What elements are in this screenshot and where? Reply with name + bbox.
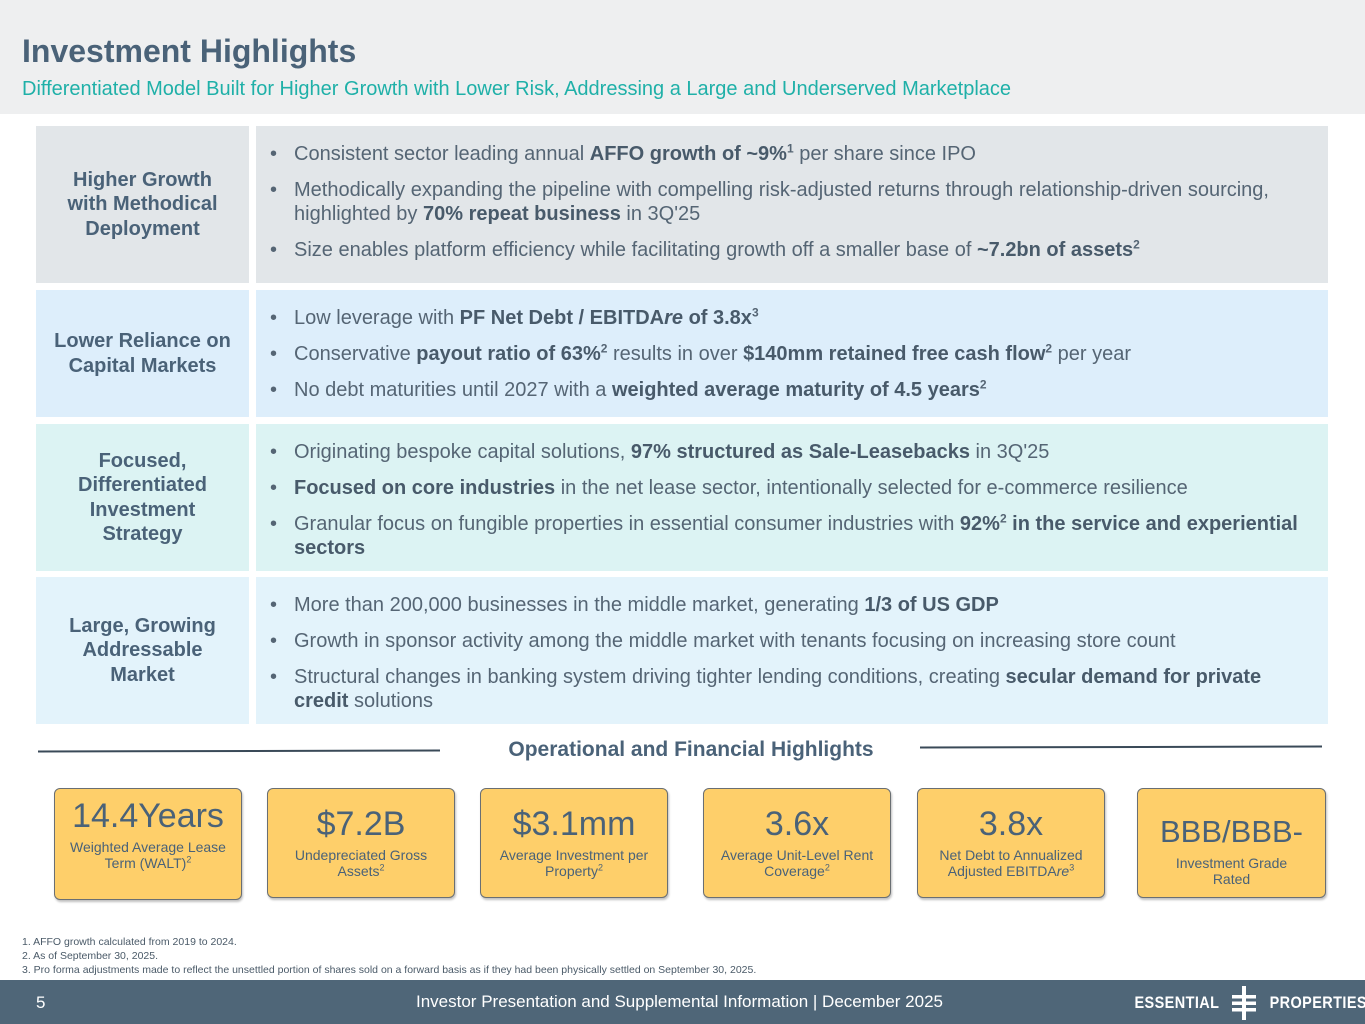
row-content: More than 200,000 businesses in the midd… <box>256 577 1328 724</box>
metric-card: $3.1mm Average Investment per Property2 <box>480 788 668 898</box>
row-content: Low leverage with PF Net Debt / EBITDAre… <box>256 290 1328 417</box>
footer-bar: 5 Investor Presentation and Supplemental… <box>0 980 1365 1024</box>
highlight-row: Higher Growth with Methodical Deployment… <box>36 126 1328 283</box>
metric-card: 3.8x Net Debt to Annualized Adjusted EBI… <box>917 788 1105 898</box>
page-title: Investment Highlights <box>22 33 357 69</box>
row-label: Focused, Differentiated Investment Strat… <box>36 424 249 571</box>
row-label: Lower Reliance on Capital Markets <box>36 290 249 417</box>
bullet-item: More than 200,000 businesses in the midd… <box>270 593 1310 617</box>
page-subtitle: Differentiated Model Built for Higher Gr… <box>22 78 1012 100</box>
footnotes: 1. AFFO growth calculated from 2019 to 2… <box>22 935 756 977</box>
metric-value: BBB/BBB- <box>1160 814 1303 849</box>
footnote: 3. Pro forma adjustments made to reflect… <box>22 964 757 976</box>
divider-right <box>919 745 1323 749</box>
bullet-item: Focused on core industries in the net le… <box>270 476 1310 500</box>
metric-card: 14.4Years Weighted Average Lease Term (W… <box>54 788 242 900</box>
metric-label: Average Unit-Level Rent Coverage2 <box>720 847 874 879</box>
highlights-title: Operational and Financial Highlights <box>508 738 874 761</box>
metric-label: Net Debt to Annualized Adjusted EBITDAre… <box>939 847 1083 879</box>
highlight-row: Large, Growing Addressable Market More t… <box>36 577 1328 724</box>
highlight-row: Lower Reliance on Capital Markets Low le… <box>36 290 1328 417</box>
footer-caption: Investor Presentation and Supplemental I… <box>416 992 943 1011</box>
bullet-item: Consistent sector leading annual AFFO gr… <box>270 142 1310 166</box>
metric-card: BBB/BBB- Investment Grade Rated <box>1137 788 1326 898</box>
metric-value: 3.6x <box>764 805 830 843</box>
metric-label: Investment Grade Rated <box>1175 855 1288 887</box>
bullet-item: Growth in sponsor activity among the mid… <box>270 629 1310 653</box>
metric-value: $7.2B <box>316 805 406 843</box>
metric-value: 14.4Years <box>72 797 224 835</box>
page-number: 5 <box>36 993 46 1012</box>
bullet-item: Size enables platform efficiency while f… <box>270 238 1310 262</box>
row-label: Large, Growing Addressable Market <box>36 577 249 724</box>
footnote: 2. As of September 30, 2025. <box>22 950 159 962</box>
row-label: Higher Growth with Methodical Deployment <box>36 126 249 283</box>
company-logo: ESSENTIAL PROPERTIES <box>1127 986 1365 1020</box>
metric-card: $7.2B Undepreciated Gross Assets2 <box>267 788 455 898</box>
metric-label: Average Investment per Property2 <box>499 847 649 879</box>
highlight-row: Focused, Differentiated Investment Strat… <box>36 424 1328 571</box>
logo-mark-icon <box>1231 986 1256 1020</box>
bullet-item: Conservative payout ratio of 63%2 result… <box>270 342 1310 366</box>
metric-card: 3.6x Average Unit-Level Rent Coverage2 <box>703 788 891 898</box>
bullet-item: Originating bespoke capital solutions, 9… <box>270 440 1310 464</box>
bullet-item: No debt maturities until 2027 with a wei… <box>270 378 1310 402</box>
metric-value: 3.8x <box>978 805 1044 843</box>
logo-word-left: ESSENTIAL <box>1134 993 1220 1012</box>
bullet-item: Methodically expanding the pipeline with… <box>270 178 1310 226</box>
metric-value: $3.1mm <box>512 805 636 843</box>
row-content: Originating bespoke capital solutions, 9… <box>256 424 1328 571</box>
metric-label: Weighted Average Lease Term (WALT)2 <box>70 839 226 871</box>
row-content: Consistent sector leading annual AFFO gr… <box>256 126 1328 283</box>
bullet-item: Structural changes in banking system dri… <box>270 665 1310 713</box>
bullet-item: Low leverage with PF Net Debt / EBITDAre… <box>270 306 1310 330</box>
bullet-item: Granular focus on fungible properties in… <box>270 512 1310 560</box>
logo-word-right: PROPERTIES <box>1269 993 1365 1012</box>
header-band: Investment Highlights Differentiated Mod… <box>0 0 1365 114</box>
metric-label: Undepreciated Gross Assets2 <box>294 847 428 879</box>
footnote: 1. AFFO growth calculated from 2019 to 2… <box>22 936 237 948</box>
divider-left <box>37 749 441 753</box>
